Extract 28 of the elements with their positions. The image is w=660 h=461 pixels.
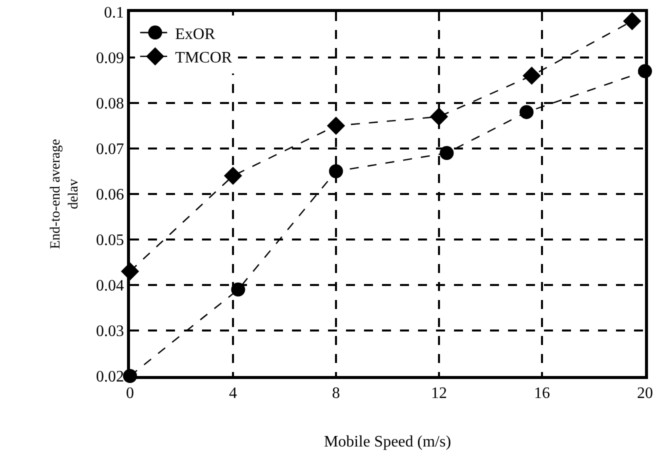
point: [522, 66, 541, 85]
y-tick-label: 0.04: [96, 278, 124, 295]
y-tick-label: 0.02: [96, 368, 124, 386]
x-tick-label: 16: [534, 384, 550, 402]
y-tick-label: 0.06: [96, 186, 124, 204]
y-tick-label: 0.08: [96, 96, 124, 113]
y-tick-label: 0.09: [96, 50, 124, 68]
point: [224, 166, 242, 185]
x-tick-label: 0: [126, 384, 134, 402]
x-tick-label: 8: [332, 384, 340, 402]
point: [231, 282, 246, 297]
y-tick-label: 0.05: [96, 232, 124, 250]
x-axis-title: Mobile Speed (m/s): [324, 434, 452, 451]
x-tick-label: 4: [229, 384, 237, 402]
point: [326, 116, 346, 135]
y-tick-label: 0.1: [104, 4, 124, 22]
point: [623, 12, 642, 30]
y-tick-label: 0.07: [96, 141, 124, 158]
point: [440, 146, 454, 160]
legend-label: TMCOR: [175, 50, 232, 67]
point: [329, 164, 343, 178]
x-tick-label: 20: [637, 384, 653, 402]
x-tick-label: 12: [431, 384, 447, 402]
point: [430, 108, 448, 126]
y-tick-label: 0.03: [96, 323, 124, 340]
y-axis-title: End-to-end average delav: [48, 139, 82, 249]
point: [520, 105, 534, 120]
legend-label: ExOR: [175, 26, 216, 43]
